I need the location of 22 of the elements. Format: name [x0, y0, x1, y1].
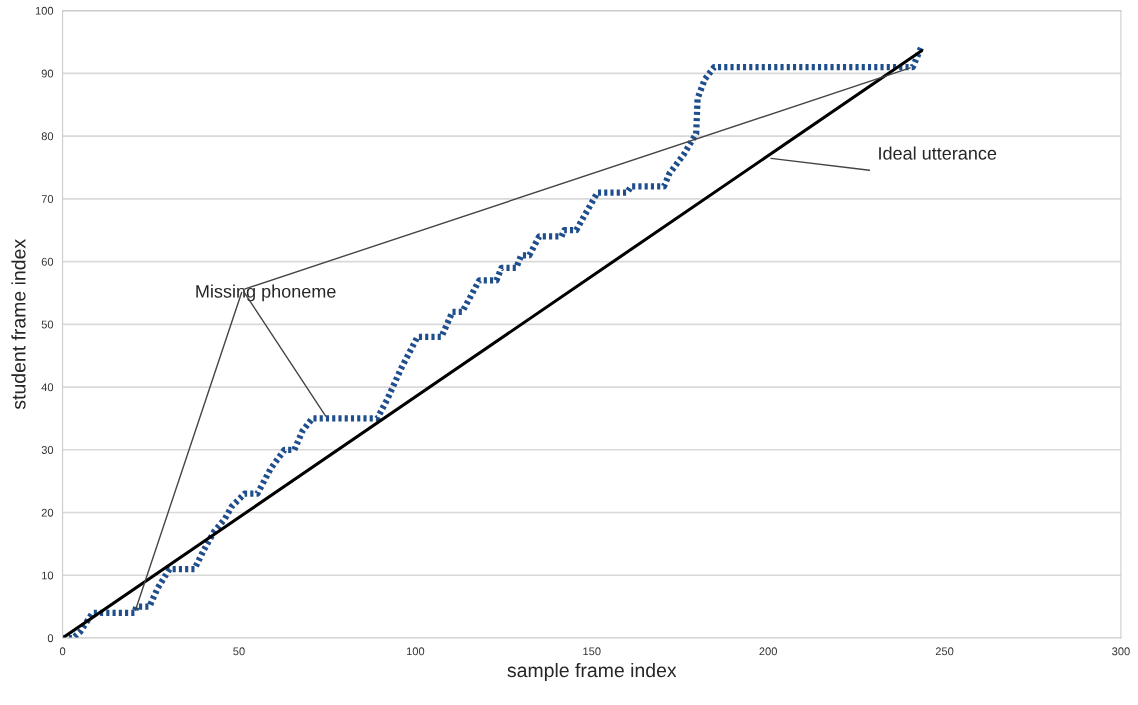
x-tick-label: 50 [233, 647, 245, 656]
y-tick-label: 40 [41, 383, 54, 392]
y-axis-title: student frame index [11, 239, 26, 410]
y-tick-label: 20 [41, 508, 54, 517]
y-tick-label: 70 [41, 195, 54, 203]
y-tick-label: 10 [42, 571, 54, 580]
x-tick-label: 150 [583, 647, 601, 656]
x-tick-label: 200 [759, 647, 777, 656]
y-tick-label: 90 [41, 69, 54, 78]
annotation: Missing phoneme [196, 284, 336, 302]
x-tick-label: 0 [59, 647, 66, 656]
y-tick-label: 100 [35, 6, 54, 15]
y-tick-label: 30 [41, 446, 54, 454]
y-tick-label: 60 [41, 257, 54, 266]
x-axis-title: sample frame index [507, 662, 677, 682]
x-tick-label: 300 [1112, 647, 1130, 656]
x-tick-label: 100 [406, 647, 425, 656]
annotation: Ideal utterance [879, 146, 997, 160]
y-tick-label: 50 [41, 320, 54, 329]
x-tick-label: 250 [935, 647, 954, 656]
y-tick-label: 0 [47, 634, 54, 643]
y-tick-label: 80 [41, 132, 54, 141]
